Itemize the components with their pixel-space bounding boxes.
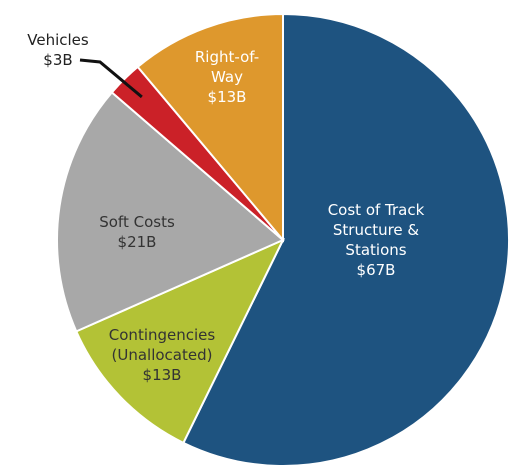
- slice-name: Vehicles: [27, 31, 89, 49]
- slice-name: Cost of Track Structure & Stations: [327, 201, 425, 259]
- pie-slice: [182, 12, 510, 467]
- slice-name: Contingencies (Unallocated): [108, 326, 216, 364]
- slice-value: $13B: [142, 366, 182, 384]
- pie-slice: [74, 237, 286, 445]
- slice-value: $21B: [117, 233, 157, 251]
- slice-label: Contingencies (Unallocated) $13B: [102, 325, 222, 385]
- slice-name: Soft Costs: [99, 213, 175, 231]
- slice-label: Soft Costs $21B: [82, 212, 192, 252]
- slice-label: Right-of-Way $13B: [187, 47, 267, 107]
- leader-line: [79, 58, 143, 99]
- slice-label: Cost of Track Structure & Stations $67B: [311, 200, 441, 280]
- slice-value: $3B: [43, 51, 73, 69]
- pie-slice: [136, 12, 284, 243]
- slice-value: $13B: [207, 88, 247, 106]
- slice-name: Right-of-Way: [194, 48, 260, 86]
- slice-label: Vehicles $3B: [13, 30, 103, 70]
- pie-slice: [56, 91, 285, 333]
- slice-value: $67B: [356, 261, 396, 279]
